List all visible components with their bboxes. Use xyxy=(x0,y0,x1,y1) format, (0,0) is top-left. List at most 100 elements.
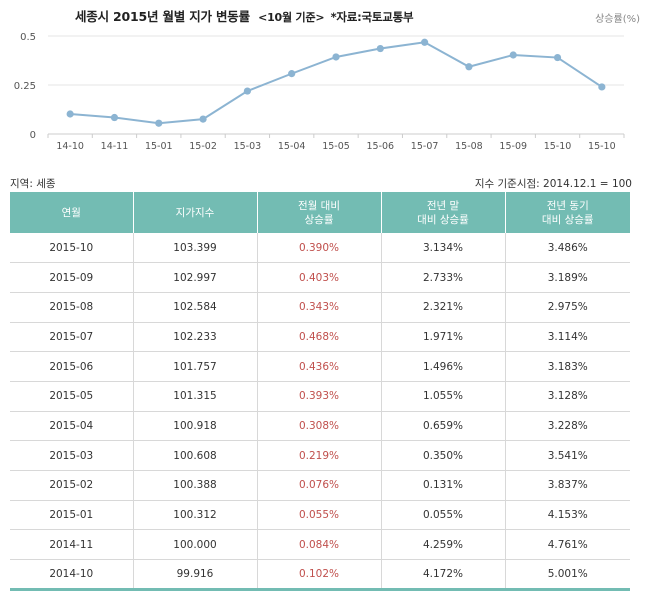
cell-yoy: 3.228% xyxy=(505,411,630,442)
cell-index: 102.997 xyxy=(133,262,258,293)
cell-month: 2015-06 xyxy=(10,351,134,382)
data-point xyxy=(66,110,74,118)
table-row: 2015-02 100.388 0.076% 0.131% 3.837% xyxy=(10,470,630,501)
table-row: 2015-01 100.312 0.055% 0.055% 4.153% xyxy=(10,500,630,531)
x-tick-label: 15-07 xyxy=(411,141,439,152)
cell-mom: 0.055% xyxy=(257,500,382,531)
cell-yoy: 3.128% xyxy=(505,381,630,412)
x-tick-label: 15-05 xyxy=(322,141,350,152)
cell-ytd: 0.055% xyxy=(381,500,506,531)
x-tick-label: 14-10 xyxy=(56,141,84,152)
table-row: 2014-11 100.000 0.084% 4.259% 4.761% xyxy=(10,529,630,561)
cell-month: 2015-01 xyxy=(10,500,134,531)
data-point xyxy=(199,115,207,123)
cell-month: 2015-09 xyxy=(10,262,134,293)
cell-yoy: 3.837% xyxy=(505,470,630,501)
y-tick-label: 0 xyxy=(30,130,36,141)
cell-mom: 0.219% xyxy=(257,440,382,471)
cell-mom: 0.343% xyxy=(257,292,382,323)
x-tick-label: 15-08 xyxy=(455,141,483,152)
chart-canvas: 0 0.25 0.5 14-10 14-11 15-01 15-02 15-03 15-04 15… xyxy=(14,32,625,152)
table-row: 2015-10 103.399 0.390% 3.134% 3.486% xyxy=(10,233,630,264)
cell-ytd: 4.172% xyxy=(381,559,506,591)
region-label: 지역: 세종 xyxy=(10,178,56,190)
table-row: 2015-09 102.997 0.403% 2.733% 3.189% xyxy=(10,262,630,293)
cell-mom: 0.393% xyxy=(257,381,382,412)
header-ytd: 전년 말 대비 상승률 xyxy=(381,192,506,233)
cell-ytd: 2.733% xyxy=(381,262,506,293)
cell-month: 2015-04 xyxy=(10,411,134,442)
cell-month: 2015-07 xyxy=(10,322,134,353)
x-tick-label: 15-01 xyxy=(145,141,173,152)
header-month: 연월 xyxy=(10,192,134,233)
table-body: 2015-10 103.399 0.390% 3.134% 3.486% 2015-09 1… xyxy=(10,233,630,591)
header-yoy: 전년 동기 대비 상승률 xyxy=(505,192,630,233)
cell-yoy: 4.153% xyxy=(505,500,630,531)
data-point xyxy=(509,51,517,59)
cell-index: 100.608 xyxy=(133,440,258,471)
table-row: 2015-07 102.233 0.468% 1.971% 3.114% xyxy=(10,322,630,353)
cell-yoy: 4.761% xyxy=(505,529,630,561)
cell-mom: 0.076% xyxy=(257,470,382,501)
chart-title: 세종시 2015년 월별 지가 변동률 <10월 기준> *자료:국토교통부 xyxy=(75,6,414,25)
chart-source: *자료:국토교통부 xyxy=(330,10,414,24)
info-row: 지역: 세종 지수 기준시점: 2014.12.1 = 100 xyxy=(0,176,648,190)
cell-index: 103.399 xyxy=(133,233,258,264)
table-row: 2015-06 101.757 0.436% 1.496% 3.183% xyxy=(10,351,630,382)
chart-title-text: 세종시 2015년 월별 지가 변동률 xyxy=(75,9,250,24)
cell-yoy: 3.183% xyxy=(505,351,630,382)
cell-index: 101.315 xyxy=(133,381,258,412)
cell-index: 100.312 xyxy=(133,500,258,531)
cell-ytd: 0.131% xyxy=(381,470,506,501)
cell-ytd: 0.350% xyxy=(381,440,506,471)
chart-subtitle: <10월 기준> xyxy=(258,11,325,24)
data-point xyxy=(332,53,340,61)
y-unit-label: 상승률(%) xyxy=(595,14,640,25)
cell-mom: 0.084% xyxy=(257,529,382,561)
cell-mom: 0.102% xyxy=(257,559,382,591)
cell-mom: 0.436% xyxy=(257,351,382,382)
data-point xyxy=(288,70,296,78)
cell-month: 2015-08 xyxy=(10,292,134,323)
data-point xyxy=(553,53,562,62)
cell-index: 100.000 xyxy=(133,529,258,561)
x-tick-label: 14-11 xyxy=(101,141,129,152)
cell-mom: 0.390% xyxy=(257,233,382,264)
cell-ytd: 1.971% xyxy=(381,322,506,353)
cell-month: 2014-10 xyxy=(10,559,134,591)
header-index: 지가지수 xyxy=(133,192,258,233)
x-tick-label: 15-10 xyxy=(544,141,572,152)
cell-yoy: 5.001% xyxy=(505,559,630,591)
x-tick-label: 15-09 xyxy=(499,141,527,152)
table-header-row: 연월 지가지수 전월 대비 상승률 전년 말 대비 상승률 전년 동기 대비 상… xyxy=(10,192,630,233)
data-table: 연월 지가지수 전월 대비 상승률 전년 말 대비 상승률 전년 동기 대비 상… xyxy=(10,192,630,591)
data-point xyxy=(376,44,384,53)
table-header: 연월 지가지수 전월 대비 상승률 전년 말 대비 상승률 전년 동기 대비 상… xyxy=(10,192,630,233)
x-tick-label: 15-06 xyxy=(367,141,395,152)
data-point xyxy=(598,83,606,91)
cell-ytd: 1.496% xyxy=(381,351,506,382)
cell-ytd: 1.055% xyxy=(381,381,506,412)
cell-index: 100.918 xyxy=(133,411,258,442)
table-row: 2015-05 101.315 0.393% 1.055% 3.128% xyxy=(10,381,630,412)
cell-index: 100.388 xyxy=(133,470,258,501)
cell-month: 2015-02 xyxy=(10,470,134,501)
cell-mom: 0.403% xyxy=(257,262,382,293)
cell-yoy: 2.975% xyxy=(505,292,630,323)
data-point xyxy=(155,119,163,127)
cell-yoy: 3.114% xyxy=(505,322,630,353)
y-tick-label: 0.25 xyxy=(14,81,36,92)
cell-ytd: 2.321% xyxy=(381,292,506,323)
table-row: 2015-04 100.918 0.308% 0.659% 3.228% xyxy=(10,411,630,442)
cell-yoy: 3.189% xyxy=(505,262,630,293)
header-mom: 전월 대비 상승률 xyxy=(257,192,382,233)
line-chart: 0 0.25 0.5 14-10 14-11 15-01 15-02 15-03 15-04 15… xyxy=(0,0,648,170)
x-tick-label: 15-03 xyxy=(234,141,262,152)
cell-ytd: 4.259% xyxy=(381,529,506,561)
cell-mom: 0.468% xyxy=(257,322,382,353)
y-tick-label: 0.5 xyxy=(20,32,36,43)
cell-month: 2015-05 xyxy=(10,381,134,412)
cell-yoy: 3.541% xyxy=(505,440,630,471)
cell-month: 2015-10 xyxy=(10,233,134,264)
x-tick-label: 15-04 xyxy=(278,141,306,152)
